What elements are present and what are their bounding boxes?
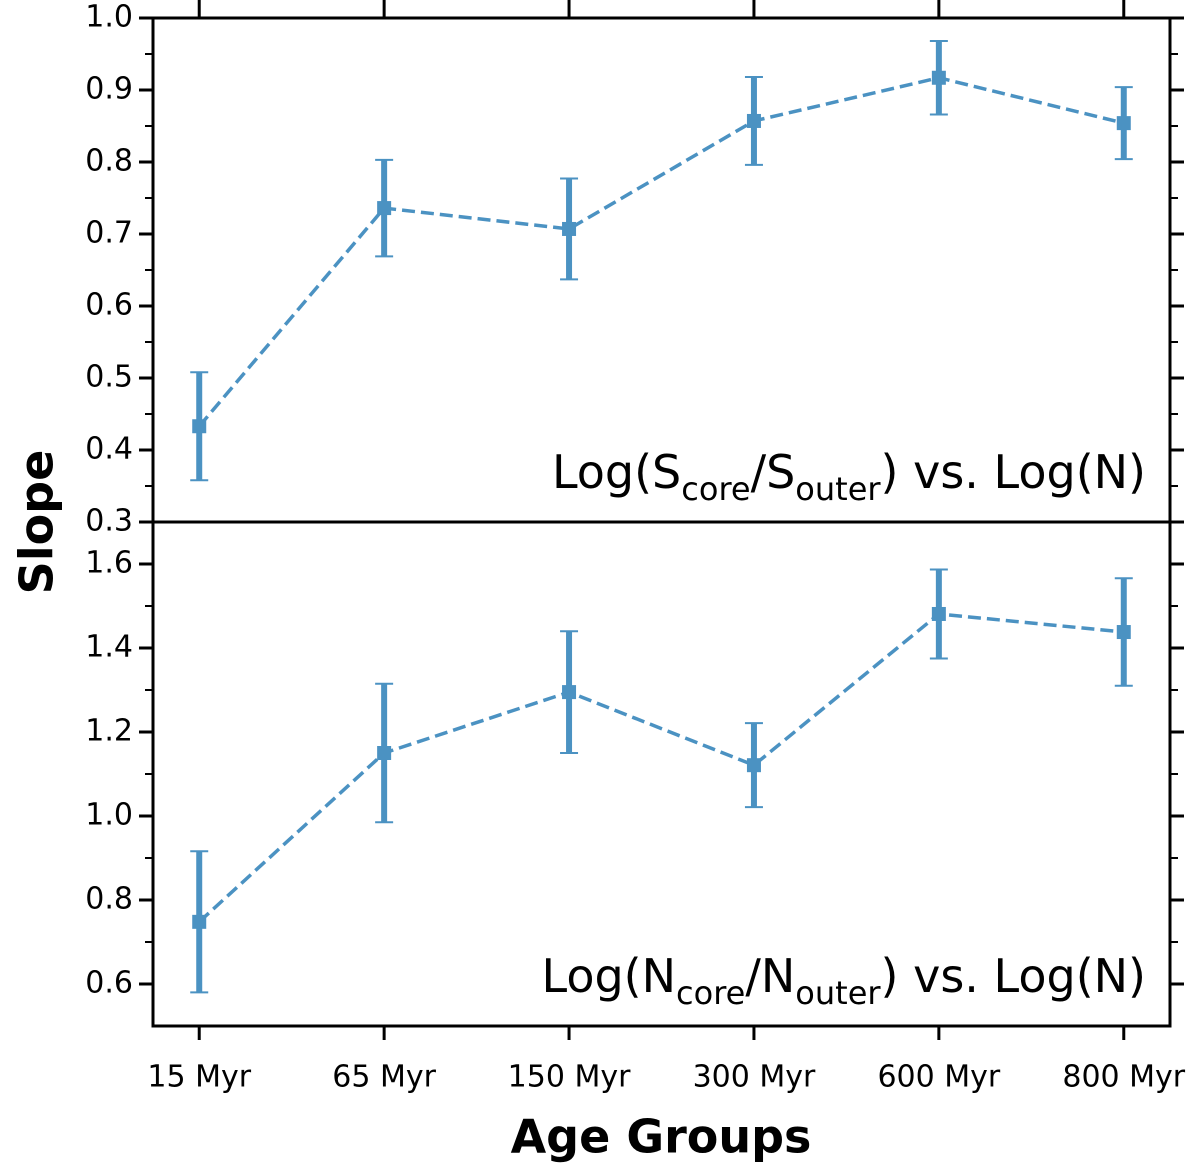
- annotation-part: ) vs. Log(N): [881, 445, 1146, 499]
- marker: [562, 685, 577, 700]
- y-tick-label: 0.6: [85, 966, 133, 1001]
- y-tick-label: 1.0: [85, 798, 133, 833]
- annotation-part: /S: [751, 445, 796, 499]
- annotation-part: Log(S: [552, 445, 681, 499]
- x-axis-label: Age Groups: [511, 1110, 812, 1164]
- y-tick-label: 0.3: [85, 504, 133, 539]
- y-tick-label: 0.9: [85, 72, 133, 107]
- y-tick-label: 0.7: [85, 216, 133, 251]
- y-tick-label: 0.8: [85, 882, 133, 917]
- y-tick-label: 1.0: [85, 0, 133, 35]
- annotation-part: outer: [795, 974, 881, 1012]
- axes-frame: [151, 520, 1172, 1028]
- annotation: Log(Score/Souter) vs. Log(N): [552, 445, 1146, 508]
- marker: [931, 606, 946, 621]
- series: [190, 568, 1133, 994]
- annotation-part: ) vs. Log(N): [881, 949, 1146, 1003]
- marker: [377, 201, 392, 216]
- marker: [746, 758, 761, 773]
- marker: [1116, 116, 1131, 131]
- line: [197, 75, 1125, 428]
- marker: [931, 70, 946, 85]
- annotation-part: outer: [795, 470, 881, 508]
- marker: [192, 914, 207, 929]
- y-tick-label: 1.6: [85, 546, 133, 581]
- x-tick-label: 800 Myr: [1062, 1060, 1185, 1095]
- annotation-part: core: [681, 470, 750, 508]
- y-axis-label: Slope: [10, 450, 64, 595]
- y-tick-label: 1.2: [85, 714, 133, 749]
- y-tick-label: 0.8: [85, 144, 133, 179]
- marker: [562, 221, 577, 236]
- annotation-part: core: [676, 974, 745, 1012]
- marker: [746, 113, 761, 128]
- marker: [192, 419, 207, 434]
- x-tick-label: 300 Myr: [693, 1060, 816, 1095]
- marker: [377, 746, 392, 760]
- line: [198, 612, 1124, 924]
- x-tick-label: 65 Myr: [332, 1060, 436, 1095]
- annotation-part: Log(N: [542, 949, 677, 1003]
- x-tick-label: 150 Myr: [508, 1060, 631, 1095]
- y-tick-label: 0.5: [85, 360, 133, 395]
- y-tick-label: 0.4: [85, 432, 133, 467]
- annotation-part: /N: [745, 949, 795, 1003]
- y-tick-label: 0.6: [85, 288, 133, 323]
- x-tick-label: 600 Myr: [877, 1060, 1000, 1095]
- series: [190, 40, 1133, 482]
- x-tick-label: 15 Myr: [147, 1060, 251, 1095]
- marker: [1116, 625, 1131, 640]
- annotation: Log(Ncore/Nouter) vs. Log(N): [542, 949, 1146, 1012]
- y-tick-label: 1.4: [85, 630, 133, 665]
